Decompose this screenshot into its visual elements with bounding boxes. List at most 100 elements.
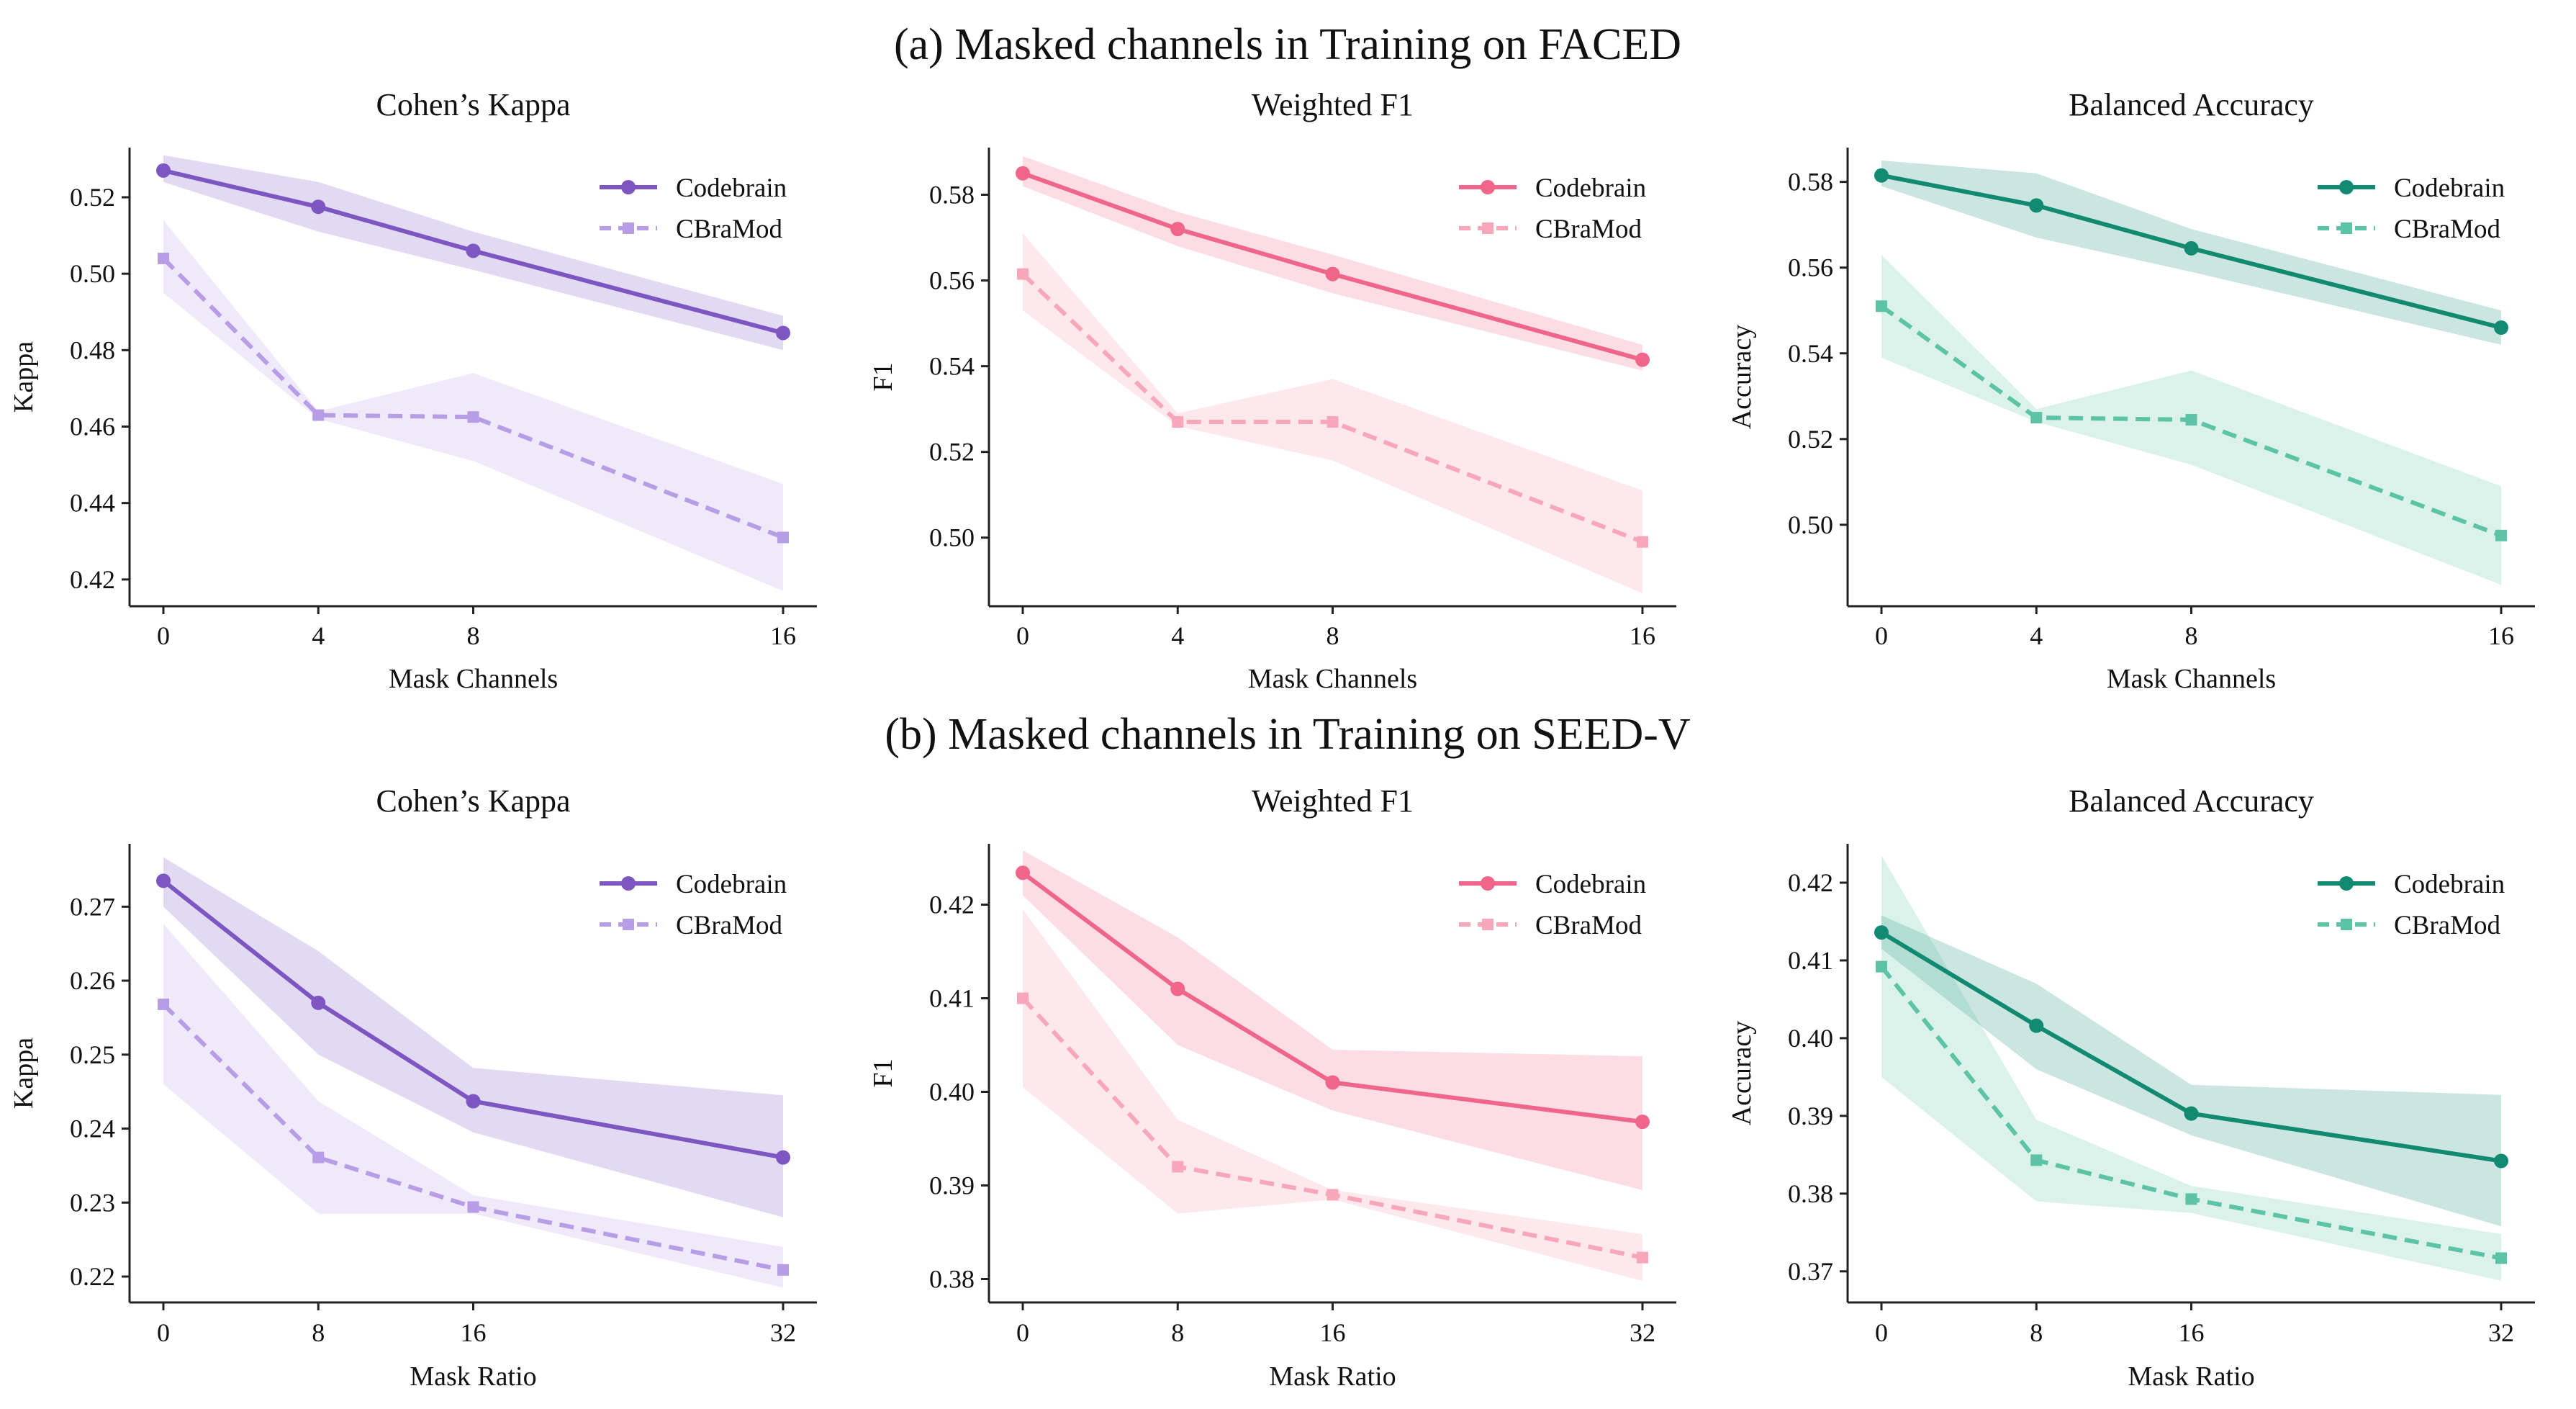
point-codebrain [311,199,326,215]
x-tick-label: 32 [770,1318,796,1347]
x-tick-label: 4 [2030,621,2043,650]
point-codebrain [776,1150,790,1165]
row-title-seed-v: (b) Masked channels in Training on SEED-… [885,710,1691,759]
legend: Codebrain CBraMod [600,870,787,940]
point-codebrain [1325,1075,1340,1090]
y-tick-label: 0.54 [1788,339,1833,368]
chart-title: Weighted F1 [1252,783,1414,819]
band-codebrain [1023,850,1642,1190]
line-codebrain [1881,173,2502,330]
legend-label-codebrain: Codebrain [1535,870,1646,899]
chart-r0-c0: Cohen’s Kappa 0.42 0.44 0.46 0.48 0.50 0.52 0 4 8… [9,87,817,694]
x-axis-label: Mask Ratio [2128,1361,2254,1392]
line-cbramod [161,256,785,540]
legend-label-codebrain: Codebrain [2394,870,2505,899]
point-cbramod [2185,414,2197,426]
y-axis-label: F1 [868,1058,898,1087]
chart-r1-c2: Balanced Accuracy 0.37 0.38 0.39 0.40 0.41 0.4… [1727,783,2535,1392]
x-tick-label: 0 [1875,1318,1888,1347]
point-cbramod [2030,412,2043,424]
point-codebrain [1016,166,1030,181]
legend-marker-cbramod [1482,919,1493,930]
y-tick-label: 0.25 [70,1040,115,1069]
point-codebrain [156,873,171,888]
band-cbramod [163,924,783,1288]
point-cbramod [2495,1252,2507,1264]
y-tick-label: 0.58 [929,180,975,209]
row-title-faced: (a) Masked channels in Training on FACED [894,20,1681,69]
chart-title: Balanced Accuracy [2069,87,2314,122]
legend-marker-codebrain [1481,180,1495,194]
point-codebrain [2494,1153,2508,1169]
y-tick-label: 0.52 [1788,425,1833,454]
y-tick-label: 0.50 [1788,510,1833,539]
line-codebrain [1021,171,1643,362]
y-tick-label: 0.42 [1788,868,1833,897]
y-tick-label: 0.24 [70,1115,115,1143]
band-codebrain [1881,915,2501,1227]
legend-marker-codebrain [2339,876,2354,891]
legend-label-cbramod: CBraMod [1535,911,1642,940]
x-tick-label: 16 [2179,1318,2205,1347]
x-tick-label: 8 [467,621,480,650]
x-tick-label: 32 [2488,1318,2514,1347]
chart-r1-c1: Weighted F1 0.38 0.39 0.40 0.41 0.42 0 8 16 32 Mas… [868,783,1676,1392]
line-codebrain [1880,930,2502,1163]
y-tick-label: 0.37 [1788,1257,1833,1286]
y-tick-label: 0.48 [70,336,115,364]
y-tick-label: 0.46 [70,413,115,441]
x-tick-label: 0 [1016,621,1029,650]
legend-marker-cbramod [2341,919,2352,930]
y-tick-label: 0.44 [70,489,115,518]
band-cbramod [1023,909,1642,1282]
point-codebrain [1874,168,1889,183]
point-cbramod [1327,1189,1339,1201]
point-codebrain [1874,925,1889,940]
y-tick-label: 0.50 [70,259,115,288]
point-codebrain [1635,352,1650,367]
chart-title: Balanced Accuracy [2069,783,2314,819]
x-tick-label: 32 [1630,1318,1655,1347]
line-cbramod [1879,965,2502,1261]
x-tick-label: 0 [1875,621,1888,650]
chart-r0-c2: Balanced Accuracy 0.50 0.52 0.54 0.56 0.58 0 4 8… [1727,87,2535,694]
charts-container: Cohen’s Kappa 0.42 0.44 0.46 0.48 0.50 0.52 0 4 8… [9,87,2535,1392]
legend-marker-codebrain [1481,876,1495,891]
y-axis-label: F1 [868,362,898,391]
point-codebrain [2184,240,2199,256]
x-axis-label: Mask Channels [389,664,558,694]
x-tick-label: 0 [157,621,170,650]
legend-marker-codebrain [2339,180,2354,194]
chart-title: Weighted F1 [1252,87,1414,122]
line-cbramod [1021,272,1644,544]
band-cbramod [1881,855,2501,1281]
legend-label-codebrain: Codebrain [2394,174,2505,203]
y-tick-label: 0.40 [1788,1024,1833,1053]
chart-r0-c1: Weighted F1 0.50 0.52 0.54 0.56 0.58 0 4 8 16 Mask… [868,87,1676,694]
point-cbramod [1637,536,1648,548]
y-tick-label: 0.52 [929,438,975,467]
y-tick-label: 0.56 [929,266,975,295]
point-cbramod [1172,416,1184,428]
y-tick-label: 0.39 [929,1171,975,1200]
point-cbramod [467,1201,479,1213]
x-tick-label: 8 [1171,1318,1184,1347]
point-cbramod [1876,300,1887,312]
y-tick-label: 0.38 [929,1265,975,1294]
legend-label-cbramod: CBraMod [2394,911,2501,940]
point-codebrain [2029,1018,2044,1033]
x-tick-label: 8 [2030,1318,2043,1347]
legend-label-cbramod: CBraMod [676,911,783,940]
y-tick-label: 0.52 [70,183,115,212]
line-cbramod [1021,996,1643,1260]
legend: Codebrain CBraMod [600,174,787,244]
point-cbramod [158,998,169,1010]
y-tick-label: 0.27 [70,892,115,921]
line-codebrain [162,879,784,1160]
x-tick-label: 8 [312,1318,325,1347]
x-tick-label: 0 [1016,1318,1029,1347]
x-tick-label: 4 [1171,621,1184,650]
y-axis-label: Accuracy [1727,325,1757,430]
legend: Codebrain CBraMod [2318,174,2505,244]
